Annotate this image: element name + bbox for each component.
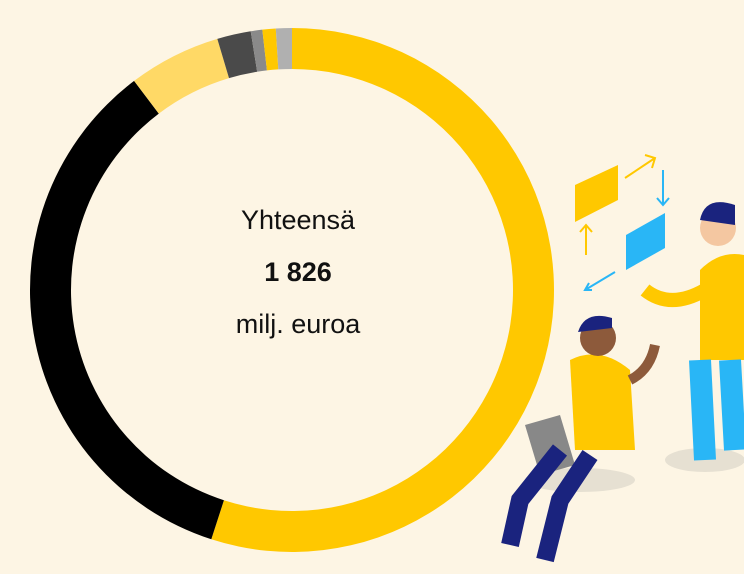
donut-segment (276, 28, 292, 69)
page: Yhteensä 1 826 milj. euroa (() => { cons… (0, 0, 744, 574)
background (0, 0, 744, 574)
person-body (700, 254, 744, 360)
total-value: 1 826 (264, 257, 332, 287)
chart: Yhteensä 1 826 milj. euroa (0, 0, 744, 574)
unit-label: milj. euroa (236, 309, 362, 339)
person-body (570, 354, 635, 450)
center-label: Yhteensä (241, 205, 356, 235)
